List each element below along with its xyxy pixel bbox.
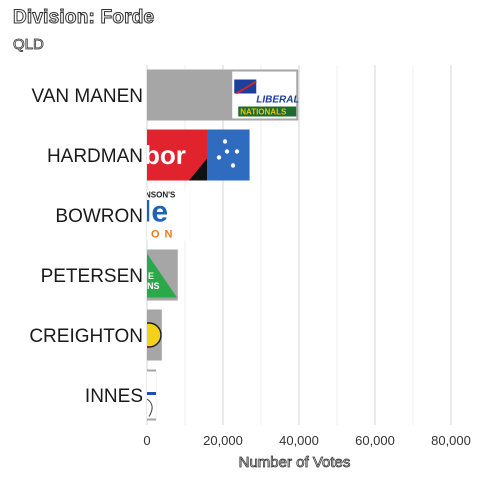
svg-text:NATIONALS: NATIONALS — [240, 108, 287, 117]
svg-text:bor: bor — [144, 140, 186, 170]
svg-text:LIBERAL: LIBERAL — [256, 95, 299, 106]
svg-text:ON: ON — [151, 229, 178, 241]
greens-logo: ENS — [147, 253, 177, 298]
x-tick-label: 20,000 — [203, 433, 243, 448]
chart-title: Division: Forde — [12, 7, 155, 29]
bar-innes — [147, 369, 157, 421]
category-label: INNES — [85, 386, 143, 407]
category-label: CREIGHTON — [29, 326, 143, 347]
svg-text:le: le — [143, 196, 168, 229]
category-label: BOWRON — [55, 206, 143, 227]
party-logo-yellow — [147, 322, 162, 348]
svg-text:NS: NS — [147, 281, 160, 291]
category-label: HARDMAN — [47, 146, 143, 167]
svg-text:NSON'S: NSON'S — [145, 191, 176, 200]
svg-text:E: E — [148, 271, 154, 281]
liberal-nationals-logo: LIBERAL NATIONALS — [232, 71, 299, 119]
x-tick-label: 0 — [143, 433, 150, 448]
x-tick-label: 80,000 — [431, 433, 471, 448]
bar-petersen: ENS — [147, 249, 178, 301]
chart-subtitle: QLD — [13, 36, 45, 54]
category-label: VAN MANEN — [31, 86, 143, 107]
bar-hardman: bor — [144, 129, 250, 181]
party-logo-blue — [147, 371, 157, 419]
bar-creighton — [147, 309, 162, 361]
x-tick-label: 60,000 — [355, 433, 395, 448]
bar-van-manen: LIBERAL NATIONALS — [147, 69, 299, 121]
labor-logo: bor — [144, 129, 250, 181]
x-tick-label: 40,000 — [279, 433, 319, 448]
x-axis-title: Number of Votes — [239, 454, 351, 471]
category-label: PETERSEN — [41, 266, 143, 287]
